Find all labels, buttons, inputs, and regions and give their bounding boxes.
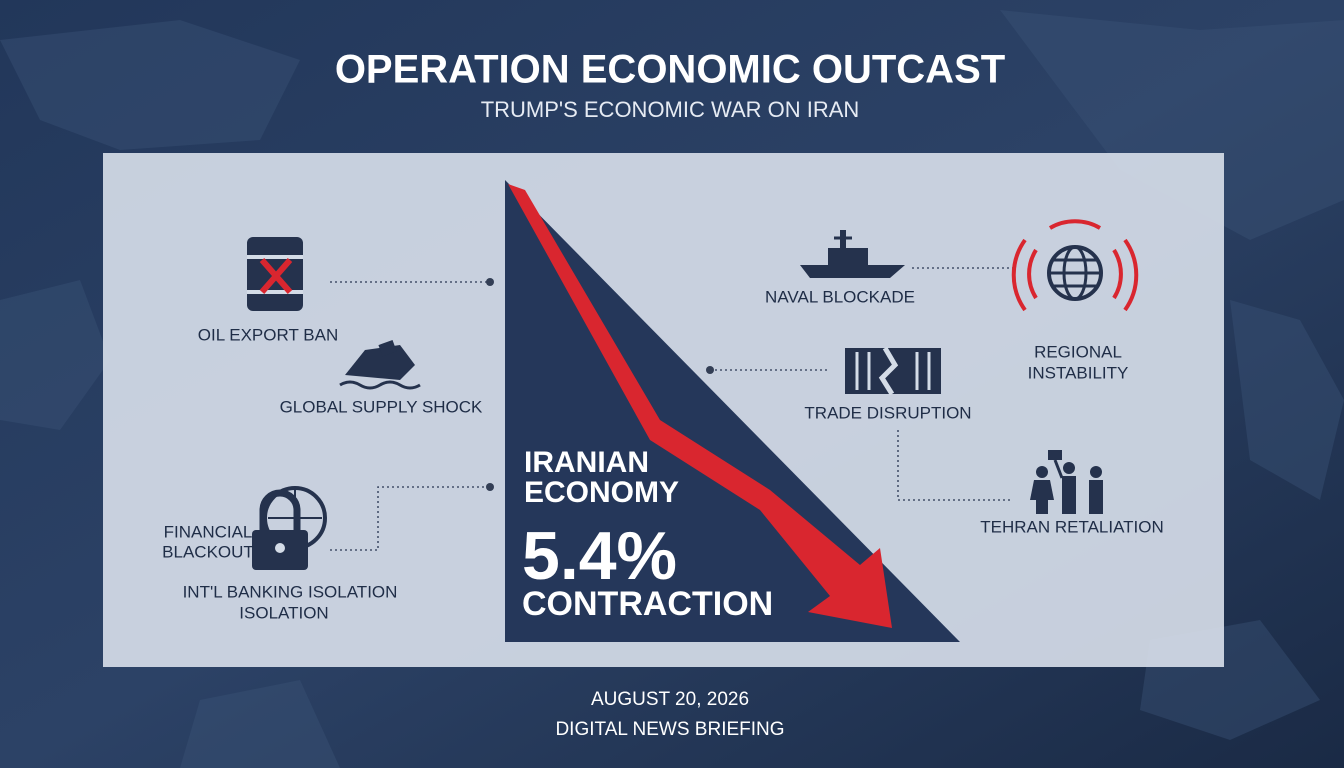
callout-label: NAVAL BLOCKADE (765, 287, 915, 306)
title: OPERATION ECONOMIC OUTCAST (335, 48, 1005, 92)
callout-label: TRADE DISRUPTION (804, 403, 971, 422)
oil-barrel-icon (247, 237, 303, 311)
footer-date: AUGUST 20, 2026 (591, 689, 749, 710)
callout-label: REGIONAL (1034, 342, 1122, 361)
warship-icon (800, 230, 905, 278)
footer-source: DIGITAL NEWS BRIEFING (555, 719, 784, 740)
callout-label: OIL EXPORT BAN (198, 325, 338, 344)
protest-icon (1030, 450, 1103, 514)
lock-globe-icon (252, 486, 327, 570)
center-line: ECONOMY (524, 476, 679, 509)
callout-label: FINANCIAL (164, 522, 253, 541)
center-line: IRANIAN (524, 446, 649, 479)
sinking-ship-icon (339, 339, 421, 390)
center-caption: CONTRACTION (522, 585, 773, 623)
decline-triangle (505, 180, 960, 642)
subtitle: TRUMP'S ECONOMIC WAR ON IRAN (481, 97, 860, 122)
callout-label: INSTABILITY (1028, 363, 1129, 382)
callout-label: INT'L BANKING ISOLATION (183, 582, 398, 601)
container-icon (845, 346, 941, 396)
decline-arrow (508, 184, 892, 628)
unrest-globe-icon (1011, 219, 1139, 312)
connectors (330, 267, 1013, 551)
center-figure: 5.4% (522, 518, 677, 594)
callout-label: BLACKOUT (162, 542, 254, 561)
callout-label: TEHRAN RETALIATION (980, 517, 1164, 536)
callout-label: ISOLATION (239, 603, 328, 622)
callout-label: GLOBAL SUPPLY SHOCK (280, 397, 483, 416)
